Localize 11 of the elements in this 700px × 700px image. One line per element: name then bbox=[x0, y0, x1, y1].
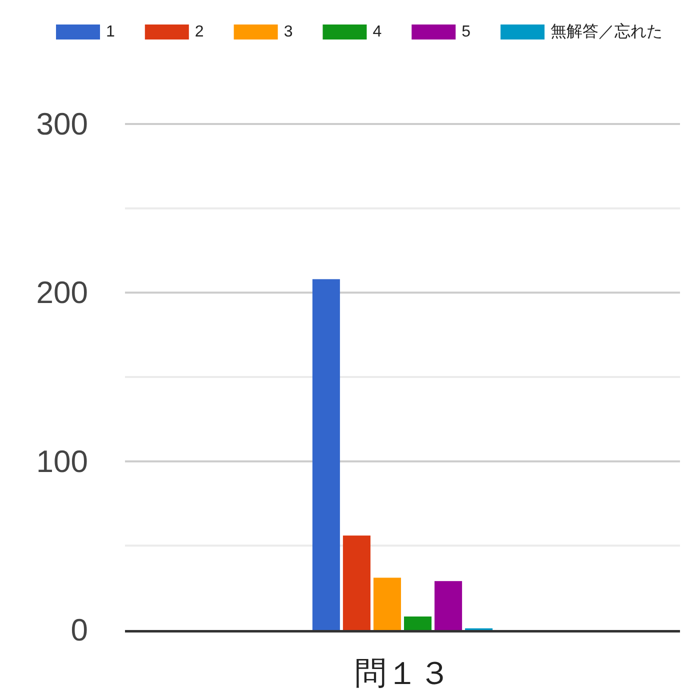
legend-label: 3 bbox=[284, 24, 293, 40]
y-tick-label: 300 bbox=[36, 106, 88, 142]
y-tick-label: 100 bbox=[36, 444, 88, 479]
legend-label: 1 bbox=[106, 24, 115, 40]
x-tick-label: 問１３ bbox=[354, 655, 450, 691]
legend-label: 2 bbox=[194, 24, 204, 40]
legend-label: 5 bbox=[462, 24, 471, 40]
legend-label: 無解答／忘れた bbox=[550, 24, 663, 40]
legend-label: 4 bbox=[372, 24, 382, 40]
y-tick-label: 0 bbox=[70, 612, 88, 648]
y-tick-label: 200 bbox=[36, 275, 88, 310]
